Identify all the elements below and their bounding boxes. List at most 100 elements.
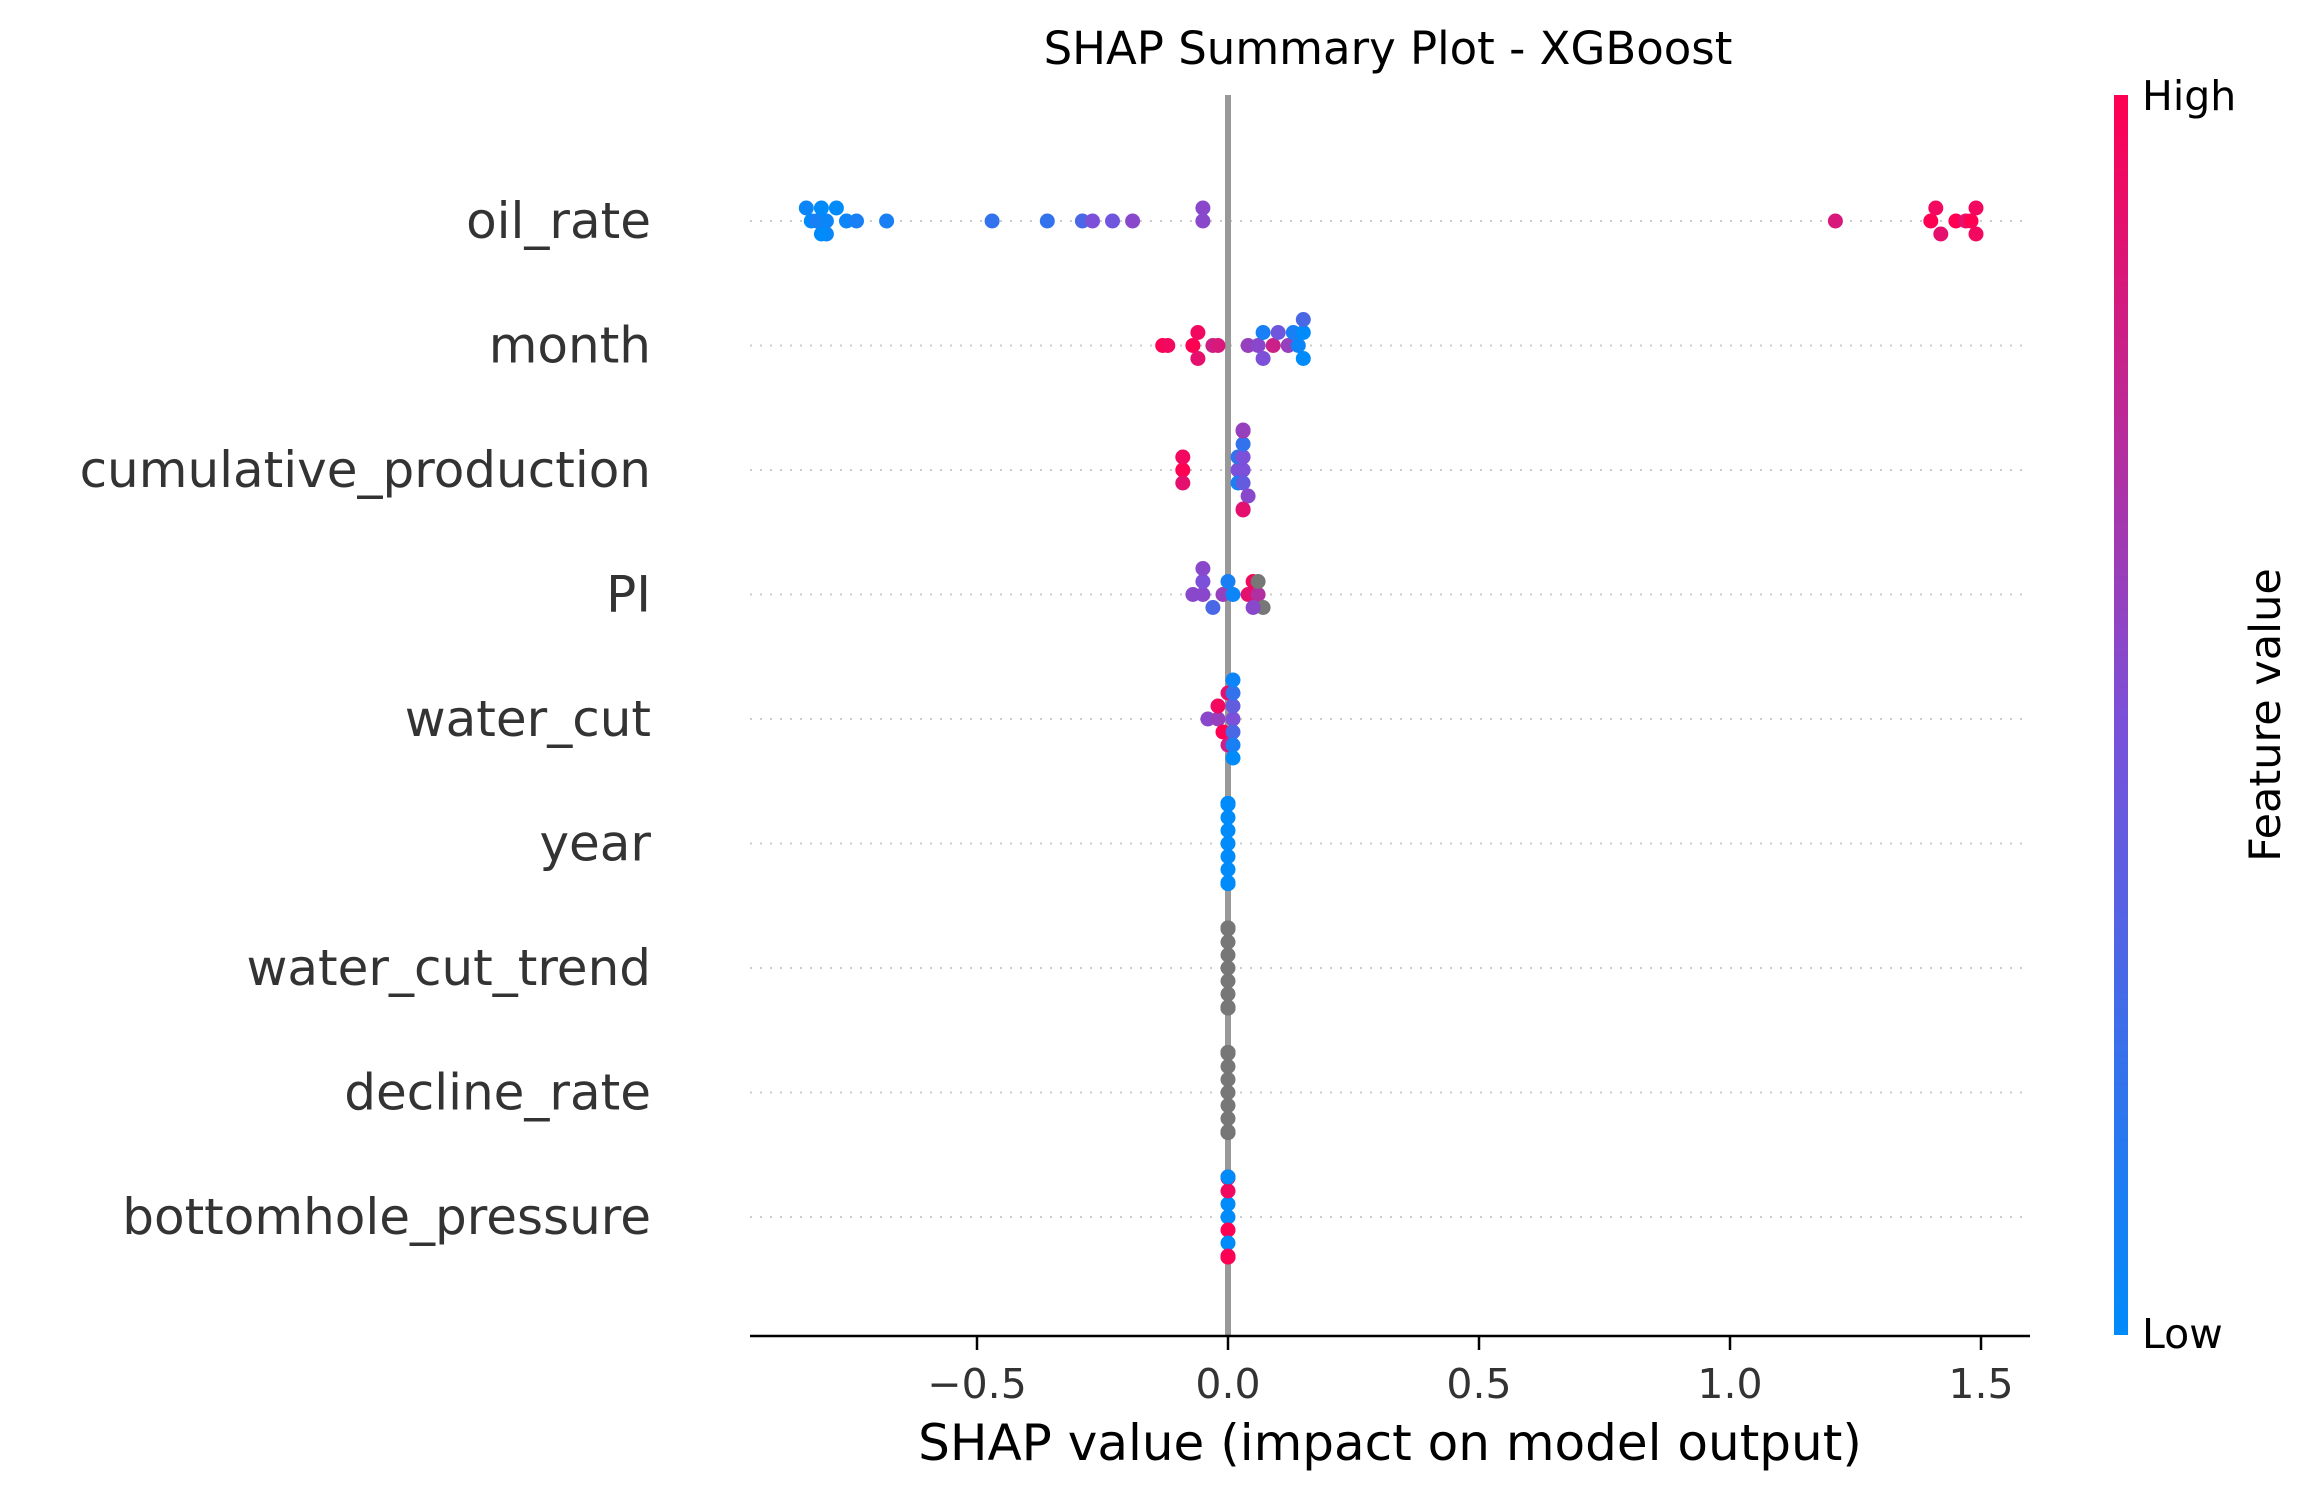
feature-label: PI: [606, 566, 651, 624]
feature-label: bottomhole_pressure: [122, 1188, 651, 1246]
shap-point: [1250, 587, 1266, 602]
shap-point: [813, 226, 829, 242]
shap-point: [1250, 338, 1266, 353]
x-tick-label: 0.5: [1446, 1360, 1511, 1408]
shap-point: [1210, 711, 1226, 727]
shap-point: [1220, 1235, 1236, 1251]
shap-point: [1220, 796, 1236, 811]
shap-point: [1220, 1125, 1236, 1140]
shap-point: [1195, 574, 1211, 589]
feature-label: decline_rate: [344, 1064, 651, 1122]
shap-point: [1160, 338, 1176, 353]
chart-title: SHAP Summary Plot - XGBoost: [1044, 22, 1733, 75]
shap-point: [1210, 698, 1226, 714]
shap-point: [1220, 1196, 1236, 1212]
x-tick-label: 0.0: [1195, 1360, 1260, 1408]
shap-point: [1039, 213, 1055, 229]
shap-point: [1220, 1209, 1236, 1225]
shap-point: [1220, 810, 1236, 825]
shap-point: [1235, 422, 1251, 438]
shap-point: [1195, 213, 1211, 229]
shap-point: [1175, 449, 1191, 465]
shap-point: [1175, 475, 1191, 491]
shap-point: [1245, 600, 1261, 615]
shap-point: [1270, 325, 1286, 340]
shap-point: [1220, 862, 1236, 877]
x-tick-label: 1.5: [1948, 1360, 2013, 1408]
shap-point: [828, 200, 844, 216]
colorbar-high-label: High: [2142, 72, 2236, 120]
shap-point: [1220, 1059, 1236, 1074]
feature-label: cumulative_production: [80, 441, 651, 499]
shap-point: [1175, 462, 1191, 478]
shap-point: [1220, 849, 1236, 864]
shap-point: [1235, 502, 1251, 518]
feature-label: month: [489, 317, 651, 375]
shap-point: [1225, 724, 1241, 740]
shap-point: [1220, 920, 1236, 936]
shap-point: [1265, 338, 1281, 353]
shap-point: [1190, 351, 1206, 366]
shap-point: [1220, 1222, 1236, 1238]
shap-point: [1225, 750, 1241, 766]
shap-point: [1220, 1045, 1236, 1060]
shap-point: [818, 213, 834, 229]
shap-point: [1235, 449, 1251, 465]
shap-point: [1085, 213, 1100, 229]
shap-point: [1195, 561, 1211, 576]
shap-point: [1295, 325, 1311, 340]
shap-point: [1928, 200, 1944, 216]
x-axis-label: SHAP value (impact on model output): [918, 1414, 1862, 1472]
shap-point: [1220, 1111, 1236, 1126]
shap-point: [1295, 312, 1311, 327]
shap-point: [1235, 436, 1251, 452]
shap-point: [1240, 488, 1256, 504]
shap-point: [1210, 338, 1226, 353]
shap-point: [1190, 325, 1206, 340]
feature-label: water_cut: [405, 690, 651, 748]
shap-point: [849, 213, 864, 229]
shap-point: [1290, 338, 1306, 353]
shap-point: [1220, 823, 1236, 838]
shap-point: [1195, 200, 1211, 216]
shap-point: [1220, 836, 1236, 851]
shap-point: [1933, 226, 1949, 242]
shap-point: [1220, 960, 1236, 976]
shap-point: [1255, 325, 1271, 340]
shap-point: [1220, 947, 1236, 963]
shap-point: [1225, 737, 1241, 753]
shap-point: [1963, 213, 1979, 229]
feature-label: year: [539, 815, 651, 873]
shap-point: [1220, 1249, 1236, 1265]
shap-point: [1220, 574, 1236, 589]
shap-point: [1225, 685, 1241, 701]
shap-point: [1225, 698, 1241, 714]
shap-point: [1205, 600, 1221, 615]
shap-point: [1220, 1085, 1236, 1100]
shap-point: [1185, 338, 1201, 353]
colorbar: [2114, 95, 2128, 1335]
shap-point: [1235, 462, 1251, 478]
shap-point: [1125, 213, 1141, 229]
shap-point: [1220, 876, 1236, 891]
shap-point: [1220, 934, 1236, 950]
shap-point: [1968, 226, 1984, 242]
shap-point: [1220, 1183, 1236, 1199]
feature-label: oil_rate: [466, 192, 651, 250]
shap-point: [1220, 1000, 1236, 1016]
shap-point: [984, 213, 1000, 229]
shap-point: [1220, 986, 1236, 1002]
shap-point: [1220, 973, 1236, 989]
shap-point: [1105, 213, 1120, 229]
shap-point: [1220, 1072, 1236, 1087]
shap-point: [1225, 587, 1241, 602]
shap-point: [1225, 672, 1241, 688]
shap-point: [813, 200, 829, 216]
shap-point: [1923, 213, 1939, 229]
colorbar-title: Feature value: [2241, 568, 2291, 862]
x-tick-label: −0.5: [927, 1360, 1027, 1408]
shap-point: [1250, 574, 1266, 589]
shap-point: [1295, 351, 1311, 366]
shap-point: [1195, 587, 1211, 602]
shap-point: [1220, 1098, 1236, 1113]
